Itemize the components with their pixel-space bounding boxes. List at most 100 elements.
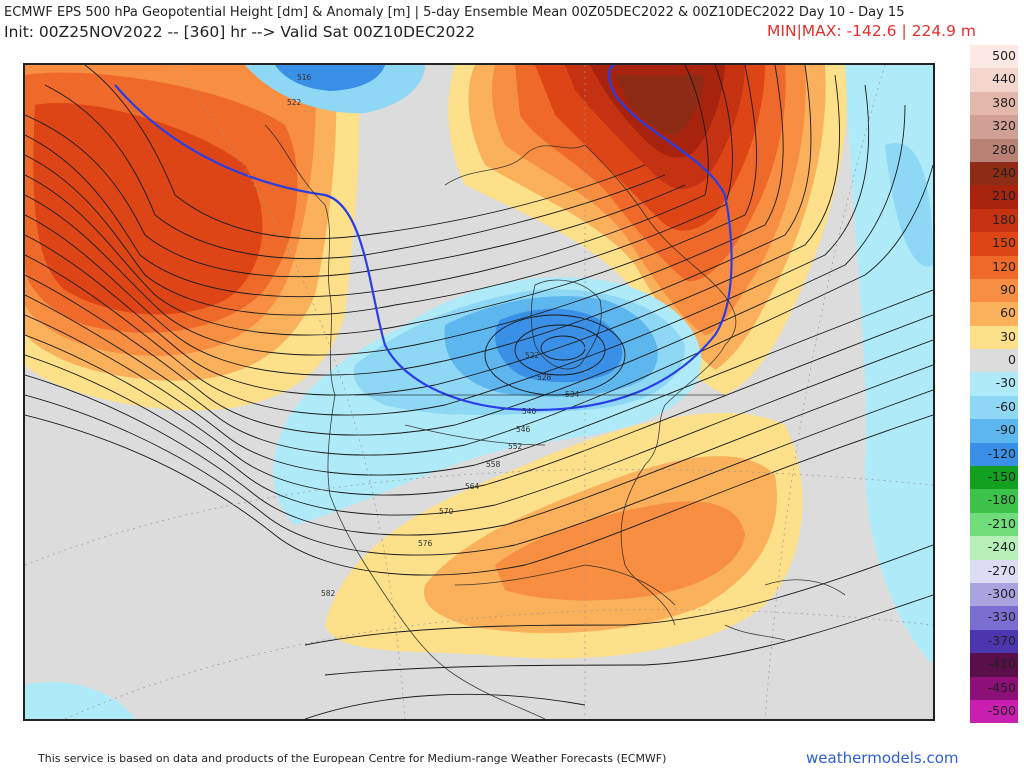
contour-label: 570: [439, 507, 454, 516]
contour-label: 582: [321, 589, 336, 598]
colorbar-label: 180: [992, 211, 1016, 227]
coastlines: [264, 124, 846, 719]
colorbar-legend: 500 440 380 320 280 240 210 180 150 120 90 60 30 0 -30…: [970, 45, 1018, 724]
colorbar-entry: -60: [970, 395, 1018, 420]
colorbar-swatch: [970, 419, 1018, 443]
colorbar-entry: -30: [970, 372, 1018, 396]
colorbar-label: 320: [992, 118, 1016, 134]
colorbar-entry: 210: [970, 185, 1018, 209]
colorbar-label: -150: [987, 469, 1016, 485]
colorbar-swatch: [970, 232, 1018, 256]
colorbar-label: -300: [987, 585, 1016, 601]
colorbar-swatch: [970, 208, 1018, 233]
colorbar-label: -330: [987, 609, 1016, 625]
colorbar-label: 380: [992, 94, 1016, 110]
ecmwf-credit: This service is based on data and produc…: [38, 752, 667, 765]
colorbar-swatch: [970, 606, 1018, 630]
contour-label: 540: [522, 407, 537, 416]
trough-90: [495, 308, 623, 383]
colorbar-swatch: [970, 653, 1018, 677]
contour-label: 546: [516, 425, 531, 434]
colorbar-swatch: [970, 278, 1018, 303]
colorbar-swatch: [970, 512, 1018, 537]
colorbar-swatch: [970, 395, 1018, 420]
colorbar-swatch: [970, 45, 1018, 69]
colorbar-label: 90: [1000, 281, 1016, 297]
colorbar-swatch: [970, 68, 1018, 92]
init-valid-time: Init: 00Z25NOV2022 -- [360] hr --> Valid…: [4, 23, 476, 41]
colorbar-entry: 280: [970, 138, 1018, 162]
colorbar-entry: 90: [970, 278, 1018, 303]
colorbar-entry: 320: [970, 115, 1018, 139]
atlantic-trough-core: [885, 143, 933, 267]
colorbar-swatch: [970, 91, 1018, 116]
contour-label: 558: [486, 460, 501, 469]
colorbar-entry: -450: [970, 676, 1018, 700]
colorbar-entry: 30: [970, 325, 1018, 350]
colorbar-swatch: [970, 676, 1018, 700]
min-max-readout: MIN|MAX: -142.6 | 224.9 m: [767, 22, 976, 40]
colorbar-swatch: [970, 185, 1018, 209]
brand-link[interactable]: weathermodels.com: [806, 749, 959, 767]
colorbar-label: 60: [1000, 305, 1016, 321]
sw-negative: [25, 681, 135, 719]
colorbar-entry: -180: [970, 489, 1018, 513]
colorbar-label: -180: [987, 492, 1016, 508]
colorbar-entry: 0: [970, 349, 1018, 373]
colorbar-label: -240: [987, 539, 1016, 555]
colorbar-entry: -370: [970, 629, 1018, 654]
colorbar-label: 0: [1008, 352, 1016, 368]
colorbar-swatch: [970, 489, 1018, 513]
colorbar-swatch: [970, 161, 1018, 186]
anomaly-map[interactable]: 516 522 522 528 534 540 546 552 558 564 …: [23, 63, 935, 721]
colorbar-label: -120: [987, 445, 1016, 461]
colorbar-swatch: [970, 699, 1018, 724]
colorbar-swatch: [970, 536, 1018, 560]
colorbar-label: 440: [992, 71, 1016, 87]
contour-label: 522: [525, 351, 540, 360]
colorbar-label: -270: [987, 562, 1016, 578]
colorbar-label: -30: [995, 375, 1016, 391]
colorbar-label: -500: [987, 702, 1016, 718]
colorbar-entry: 180: [970, 208, 1018, 233]
colorbar-entry: 60: [970, 302, 1018, 326]
greenland-ridge-210: [615, 75, 705, 135]
colorbar-entry: 440: [970, 68, 1018, 92]
colorbar-swatch: [970, 582, 1018, 607]
colorbar-entry: 240: [970, 161, 1018, 186]
contour-label: 534: [565, 390, 580, 399]
colorbar-label: -450: [987, 679, 1016, 695]
contour-552-highlight: [114, 65, 733, 412]
colorbar-entry: 150: [970, 232, 1018, 256]
colorbar-label: -410: [987, 656, 1016, 672]
colorbar-swatch: [970, 255, 1018, 279]
graticule: [25, 65, 933, 719]
colorbar-label: 500: [992, 48, 1016, 63]
colorbar-entry: -210: [970, 512, 1018, 537]
contour-label: 522: [287, 98, 302, 107]
colorbar-entry: 380: [970, 91, 1018, 116]
colorbar-label: 30: [1000, 328, 1016, 344]
colorbar-entry: 500: [970, 45, 1018, 69]
colorbar-label: 240: [992, 164, 1016, 180]
height-contours: [25, 65, 933, 719]
colorbar-label: -90: [995, 422, 1016, 438]
colorbar-swatch: [970, 372, 1018, 396]
contour-label: 576: [418, 539, 433, 548]
colorbar-entry: -90: [970, 419, 1018, 443]
contour-label-group: 516 522 522 528 534 540 546 552 558 564 …: [287, 73, 580, 598]
colorbar-swatch: [970, 349, 1018, 373]
colorbar-label: 210: [992, 188, 1016, 204]
colorbar-label: -60: [995, 398, 1016, 414]
colorbar-entry: -120: [970, 442, 1018, 467]
contour-label: 528: [537, 373, 552, 382]
colorbar-label: 150: [992, 235, 1016, 251]
map-canvas: 516 522 522 528 534 540 546 552 558 564 …: [25, 65, 933, 719]
colorbar-swatch: [970, 629, 1018, 654]
colorbar-label: 120: [992, 258, 1016, 274]
colorbar-entry: -410: [970, 653, 1018, 677]
colorbar-swatch: [970, 325, 1018, 350]
chart-title: ECMWF EPS 500 hPa Geopotential Height [d…: [4, 5, 905, 20]
colorbar-swatch: [970, 466, 1018, 490]
colorbar-entry: -270: [970, 559, 1018, 583]
